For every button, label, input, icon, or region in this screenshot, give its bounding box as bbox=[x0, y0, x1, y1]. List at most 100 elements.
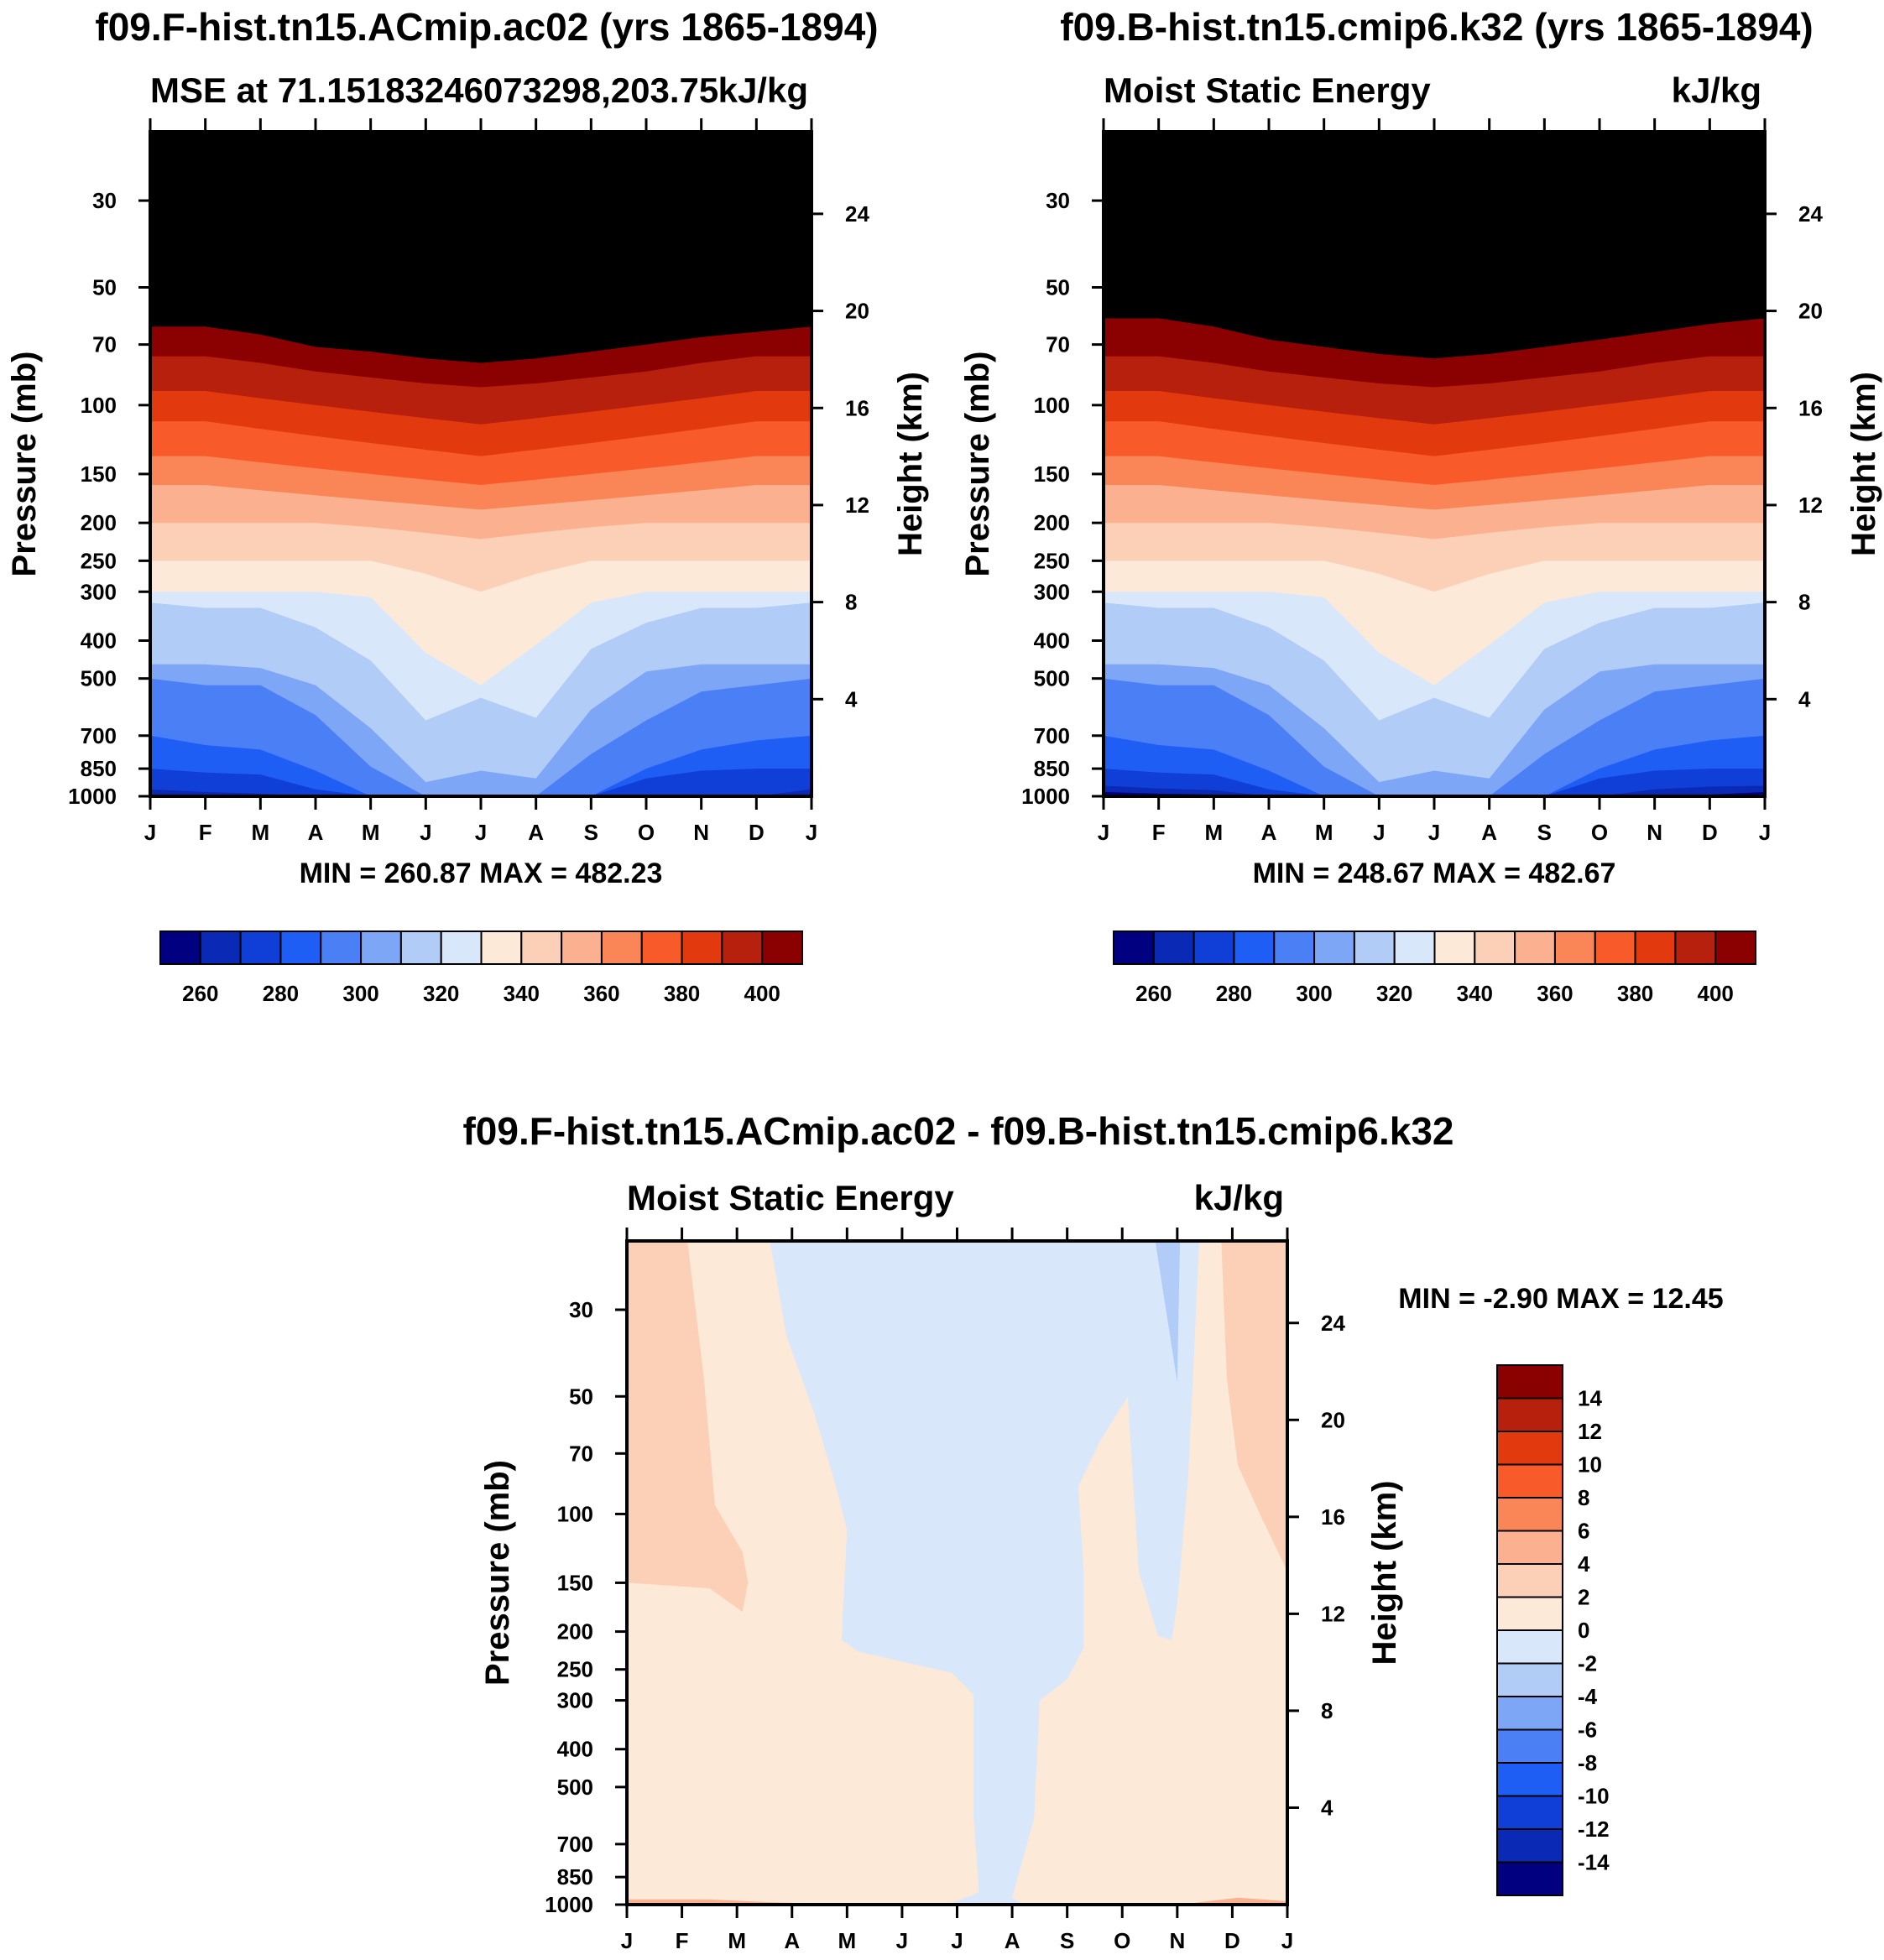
colorbar-box bbox=[1433, 930, 1476, 965]
colorbar-label: 360 bbox=[583, 981, 619, 1006]
colorbar-box bbox=[1496, 1728, 1563, 1764]
colorbar-box bbox=[239, 930, 282, 965]
colorbar-box bbox=[761, 930, 803, 965]
pressure-tick-label: 700 bbox=[1034, 723, 1070, 748]
pressure-tick-label: 70 bbox=[569, 1441, 593, 1466]
min-max-stats: MIN = -2.90 MAX = 12.45 bbox=[1398, 1283, 1723, 1315]
colorbar-label: 260 bbox=[1135, 981, 1172, 1006]
month-label: N bbox=[1647, 820, 1662, 845]
colorbar-label: 0 bbox=[1578, 1618, 1589, 1643]
colorbar-box bbox=[159, 930, 201, 965]
month-label: D bbox=[1224, 1928, 1240, 1953]
height-tick-label: 8 bbox=[1321, 1698, 1333, 1723]
colorbar-box bbox=[360, 930, 402, 965]
colorbar-box bbox=[1474, 930, 1516, 965]
colorbar-box bbox=[1496, 1629, 1563, 1665]
colorbar-label: -12 bbox=[1578, 1817, 1610, 1842]
height-tick-label: 4 bbox=[1321, 1795, 1333, 1820]
colorbar-box bbox=[279, 930, 322, 965]
colorbar-box bbox=[1674, 930, 1717, 965]
pressure-tick-label: 50 bbox=[1046, 275, 1070, 300]
month-label: N bbox=[1169, 1928, 1185, 1953]
month-label: O bbox=[1114, 1928, 1130, 1953]
colorbar-box bbox=[1553, 930, 1596, 965]
month-label: J bbox=[621, 1928, 633, 1953]
month-label: A bbox=[1261, 820, 1277, 845]
pressure-tick-label: 250 bbox=[81, 548, 117, 573]
contour-fill bbox=[150, 132, 812, 796]
month-label: J bbox=[1428, 820, 1440, 845]
pressure-tick-label: 150 bbox=[81, 461, 117, 487]
pressure-tick-label: 200 bbox=[81, 510, 117, 535]
pressure-tick-label: 500 bbox=[1034, 666, 1070, 691]
month-label: J bbox=[475, 820, 487, 845]
pressure-tick-label: 200 bbox=[557, 1619, 593, 1645]
month-label: J bbox=[420, 820, 431, 845]
height-tick-label: 12 bbox=[1321, 1601, 1345, 1626]
units-label: kJ/kg bbox=[718, 70, 808, 110]
min-max-stats: MIN = 260.87 MAX = 482.23 bbox=[300, 858, 663, 889]
month-label: O bbox=[638, 820, 655, 845]
left-label: Moist Static Energy bbox=[1104, 70, 1431, 110]
colorbar-box bbox=[1496, 1828, 1563, 1864]
colorbar-label: 14 bbox=[1578, 1386, 1602, 1411]
colorbar-label: -2 bbox=[1578, 1651, 1597, 1676]
colorbar-label: 400 bbox=[1697, 981, 1733, 1006]
month-label: F bbox=[676, 1928, 689, 1953]
colorbar-box bbox=[1496, 1530, 1563, 1565]
pressure-tick-label: 850 bbox=[81, 756, 117, 781]
month-label: M bbox=[362, 820, 380, 845]
colorbar-label: 8 bbox=[1578, 1485, 1589, 1510]
colorbar-box bbox=[440, 930, 483, 965]
pressure-tick-label: 1000 bbox=[68, 784, 117, 809]
contour-band bbox=[1155, 1241, 1181, 1383]
height-tick-label: 8 bbox=[845, 590, 857, 615]
pressure-tick-label: 50 bbox=[92, 275, 117, 300]
pressure-tick-label: 850 bbox=[557, 1864, 593, 1890]
colorbar-box bbox=[1714, 930, 1756, 965]
colorbar-box bbox=[199, 930, 242, 965]
height-tick-label: 8 bbox=[1798, 590, 1810, 615]
colorbar-box bbox=[1594, 930, 1636, 965]
colorbar-box bbox=[600, 930, 643, 965]
colorbar-box bbox=[1496, 1364, 1563, 1400]
chart-panel-2: J F M A M J J A S O N D J 30 50 70 100 150 200 250 300 400 500… bbox=[959, 5, 1882, 1006]
pressure-tick-label: 70 bbox=[1046, 332, 1070, 357]
colorbar-label: 10 bbox=[1578, 1452, 1602, 1478]
colorbar: 260 280 300 320 340 360 380 400 bbox=[1113, 930, 1756, 1006]
month-label: A bbox=[1481, 820, 1497, 845]
pressure-tick-label: 100 bbox=[81, 393, 117, 418]
colorbar-box bbox=[1496, 1397, 1563, 1432]
colorbar-label: 380 bbox=[664, 981, 700, 1006]
colorbar-box bbox=[1496, 1861, 1563, 1896]
contour-fill bbox=[1104, 132, 1765, 796]
month-label: F bbox=[1152, 820, 1166, 845]
contour-band bbox=[1104, 132, 1765, 359]
pressure-tick-label: 70 bbox=[92, 332, 117, 357]
panel-title: f09.F-hist.tn15.ACmip.ac02 (yrs 1865-189… bbox=[95, 5, 878, 49]
colorbar-box bbox=[399, 930, 442, 965]
month-label: J bbox=[1281, 1928, 1293, 1953]
height-tick-label: 16 bbox=[1798, 395, 1823, 420]
left-label: Moist Static Energy bbox=[627, 1178, 954, 1217]
y2-axis-label: Height (km) bbox=[1366, 1481, 1403, 1665]
units-label: kJ/kg bbox=[1194, 1178, 1284, 1217]
height-tick-label: 24 bbox=[1321, 1311, 1345, 1336]
height-tick-label: 12 bbox=[845, 493, 869, 518]
colorbar-box bbox=[1496, 1563, 1563, 1598]
min-max-stats: MIN = 248.67 MAX = 482.67 bbox=[1253, 858, 1616, 889]
colorbar-label: 320 bbox=[423, 981, 459, 1006]
colorbar-box bbox=[640, 930, 683, 965]
colorbar-box bbox=[721, 930, 764, 965]
colorbar-label: 340 bbox=[1457, 981, 1493, 1006]
colorbar-box bbox=[1496, 1795, 1563, 1830]
colorbar-label: -4 bbox=[1578, 1684, 1598, 1709]
colorbar-box bbox=[1152, 930, 1195, 965]
month-label: S bbox=[1060, 1928, 1074, 1953]
colorbar-box bbox=[1496, 1463, 1563, 1499]
height-tick-label: 24 bbox=[845, 201, 869, 227]
contour-fill bbox=[627, 1241, 1287, 1905]
pressure-tick-label: 250 bbox=[557, 1657, 593, 1682]
pressure-tick-label: 1000 bbox=[545, 1892, 593, 1917]
pressure-tick-label: 100 bbox=[557, 1501, 593, 1526]
